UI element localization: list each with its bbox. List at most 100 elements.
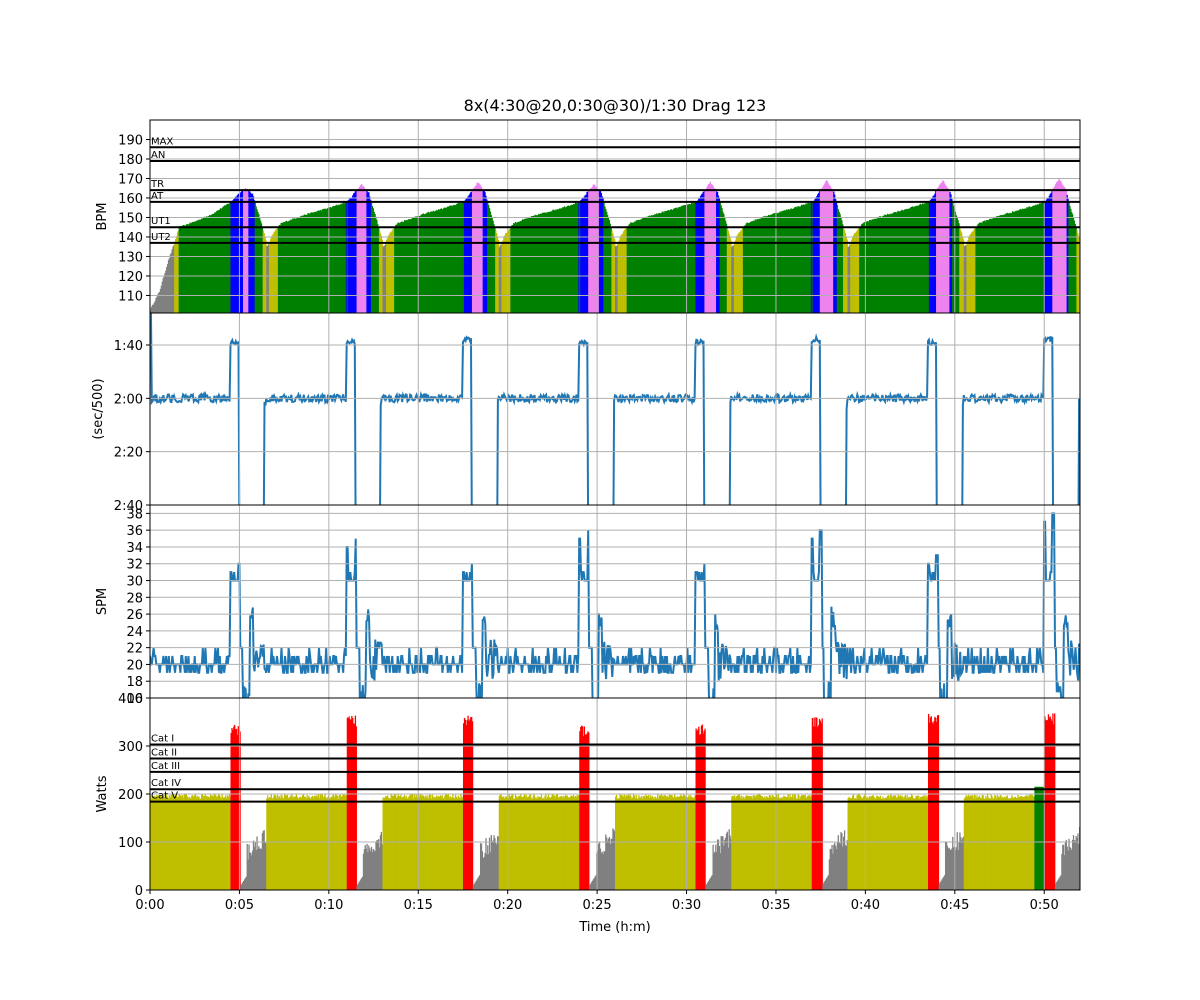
hr-bar: [213, 213, 215, 313]
power-bar: [862, 796, 864, 890]
hr-bar: [809, 202, 812, 313]
hr-bar: [427, 212, 429, 313]
hr-bar: [982, 221, 984, 313]
x-tick-label: 0:10: [314, 898, 343, 913]
y-tick-label: 30: [126, 575, 143, 590]
hr-bar: [837, 209, 839, 313]
power-bar: [687, 796, 689, 890]
power-bar: [505, 796, 507, 890]
power-bar: [389, 798, 391, 890]
power-bar: [263, 830, 265, 890]
power-bar: [300, 796, 302, 890]
power-bar: [234, 729, 237, 890]
hr-bar: [1055, 182, 1058, 313]
hr-bar: [638, 219, 640, 313]
hr-bar: [610, 226, 612, 313]
hr-bar: [970, 234, 972, 313]
power-bar: [613, 829, 615, 890]
power-bar: [267, 795, 269, 890]
power-bar: [322, 797, 324, 890]
hr-bar: [449, 205, 451, 313]
hr-bar: [182, 225, 184, 313]
hr-bar: [1025, 208, 1027, 313]
power-bar: [560, 796, 562, 890]
hr-bar: [672, 209, 674, 313]
hr-bar: [184, 225, 187, 313]
hr-bar: [1012, 211, 1015, 313]
y-tick-label: 0: [135, 884, 143, 899]
hr-bar: [594, 185, 596, 313]
power-bar: [766, 796, 768, 890]
power-bar: [271, 798, 273, 890]
hr-bar: [259, 220, 262, 313]
power-bar: [196, 795, 198, 890]
hr-bar: [584, 195, 586, 313]
power-bar: [476, 879, 478, 890]
power-bar: [443, 798, 445, 890]
hr-bar: [865, 222, 867, 313]
hr-bar: [505, 233, 508, 313]
hr-bar: [861, 223, 864, 313]
hr-bar: [1077, 233, 1079, 313]
power-bar: [259, 848, 261, 890]
hr-bar: [536, 214, 538, 313]
hr-bar: [730, 240, 732, 313]
power-bar: [249, 852, 251, 890]
power-bar: [158, 795, 161, 890]
power-bar: [761, 796, 763, 890]
hr-bar: [828, 185, 831, 313]
hr-bar: [353, 192, 356, 313]
hr-bar: [767, 216, 769, 313]
power-bar: [1022, 797, 1025, 890]
hr-bar: [1062, 184, 1064, 313]
hr-bar: [471, 191, 473, 313]
hr-bar: [357, 189, 359, 313]
power-bar: [424, 796, 426, 890]
hr-bar: [656, 213, 658, 313]
hr-bar: [926, 202, 928, 313]
power-bar: [351, 715, 353, 890]
hr-bar: [1026, 207, 1028, 313]
power-bar: [774, 796, 776, 890]
power-bar: [750, 796, 752, 890]
power-bar: [496, 836, 499, 890]
power-bar: [1056, 880, 1059, 890]
hr-bar: [933, 195, 935, 313]
hr-bar: [716, 192, 719, 313]
power-bar: [778, 798, 780, 890]
power-bar: [446, 795, 449, 890]
hr-bar: [286, 221, 289, 313]
power-bar: [952, 836, 954, 890]
power-bar: [1009, 798, 1011, 890]
hr-bar: [549, 211, 552, 313]
hr-bar: [226, 204, 228, 313]
hr-bar: [510, 226, 512, 313]
hr-bar: [927, 202, 930, 313]
hr-bar: [434, 211, 436, 313]
hr-bar: [227, 204, 230, 313]
hr-bar: [1030, 206, 1033, 313]
power-bar: [606, 840, 609, 890]
hr-bar: [779, 211, 781, 313]
power-bar: [861, 798, 864, 890]
hr-bar: [1006, 212, 1008, 313]
hr-bar: [365, 189, 367, 313]
power-bar: [168, 795, 171, 890]
hr-bar: [420, 215, 422, 313]
hr-bar: [429, 211, 432, 313]
hr-bar: [399, 222, 401, 313]
power-bar: [588, 732, 590, 890]
power-bar: [891, 796, 893, 890]
power-bar: [802, 795, 805, 890]
hr-bar: [563, 207, 565, 313]
power-bar: [515, 796, 518, 890]
hr-bar: [321, 209, 323, 313]
hr-bar: [994, 217, 996, 313]
hr-bar: [333, 206, 335, 313]
power-bar: [892, 797, 894, 890]
power-bar: [876, 795, 878, 890]
hr-bar: [887, 214, 890, 313]
power-bar: [658, 795, 661, 890]
hr-bar: [322, 209, 324, 313]
